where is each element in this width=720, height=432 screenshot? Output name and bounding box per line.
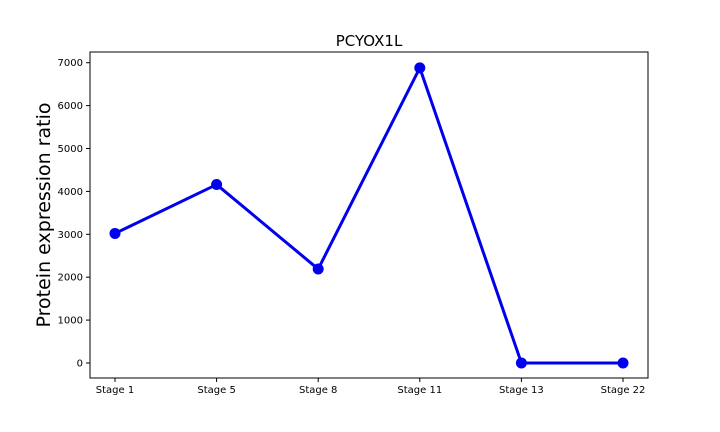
y-tick-label: 0 xyxy=(77,358,83,369)
data-point xyxy=(414,62,426,74)
plot-frame xyxy=(89,51,649,379)
data-point xyxy=(109,227,121,239)
series-line xyxy=(114,66,623,365)
series-group xyxy=(109,62,629,369)
y-tick-label: 3000 xyxy=(58,230,83,241)
y-tick-label: 7000 xyxy=(58,58,83,69)
x-tick-label: Stage 8 xyxy=(299,385,337,396)
y-tick-label: 2000 xyxy=(58,273,83,284)
y-tick-label: 5000 xyxy=(58,144,83,155)
chart-title: PCYOX1L xyxy=(336,32,403,50)
data-point xyxy=(515,357,527,369)
x-tick-label: Stage 11 xyxy=(397,385,442,396)
data-point xyxy=(617,357,629,369)
x-tick-label: Stage 22 xyxy=(601,385,646,396)
y-tick-label: 1000 xyxy=(58,316,83,327)
x-tick-label: Stage 13 xyxy=(499,385,544,396)
y-axis-ticks: 0 1000 2000 3000 4000 5000 6000 7000 xyxy=(58,58,90,369)
data-point xyxy=(211,179,223,191)
data-point xyxy=(312,263,324,275)
x-tick-label: Stage 1 xyxy=(96,385,134,396)
x-axis-ticks: Stage 1 Stage 5 Stage 8 Stage 11 Stage 13 Sta… xyxy=(96,378,646,396)
y-axis-label: Protein expression ratio xyxy=(33,103,55,328)
y-tick-label: 6000 xyxy=(58,101,83,112)
x-tick-label: Stage 5 xyxy=(197,385,235,396)
y-tick-label: 4000 xyxy=(58,187,83,198)
